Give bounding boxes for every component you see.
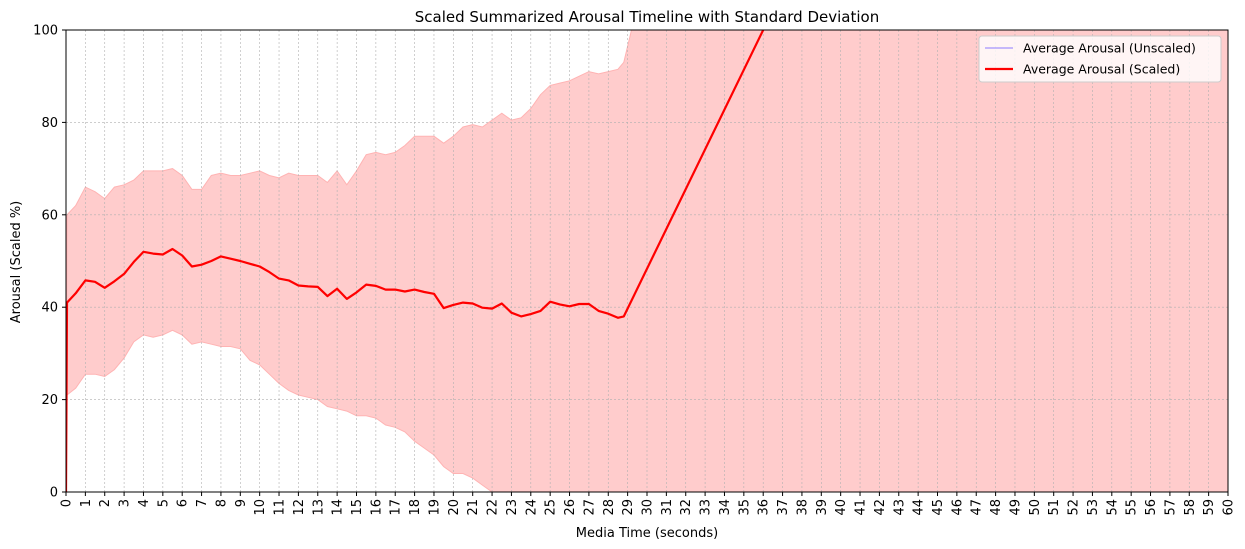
x-tick-label: 35	[737, 499, 752, 516]
y-tick-label: 40	[41, 301, 58, 316]
y-tick-label: 20	[41, 393, 58, 408]
y-axis-label: Arousal (Scaled %)	[9, 201, 24, 323]
x-tick-label: 60	[1222, 499, 1237, 516]
x-tick-label: 27	[582, 499, 597, 516]
x-tick-label: 43	[892, 499, 907, 516]
x-tick-label: 36	[757, 499, 772, 516]
legend: Average Arousal (Unscaled) Average Arousa…	[978, 35, 1222, 83]
x-tick-label: 18	[408, 499, 423, 516]
x-tick-label: 52	[1067, 499, 1082, 516]
x-tick-label: 24	[524, 499, 539, 516]
x-tick-label: 44	[912, 499, 927, 516]
x-tick-label: 47	[970, 499, 985, 516]
x-tick-label: 49	[1009, 499, 1024, 516]
x-tick-label: 12	[292, 499, 307, 516]
chart-title: Scaled Summarized Arousal Timeline with …	[415, 8, 879, 26]
x-tick-label: 16	[369, 499, 384, 516]
y-tick-label: 100	[33, 24, 58, 39]
plot-area: 0 1 2 3 4 5 6 7 8 9 10 11 12 13 14 15 16 17 18 19 20 21 22 23 24…	[33, 24, 1236, 516]
x-tick-label: 20	[447, 499, 462, 516]
x-tick-label: 34	[718, 499, 733, 516]
y-tick-label: 0	[50, 486, 58, 501]
x-tick-label: 4	[137, 499, 152, 507]
x-tick-label: 19	[428, 499, 443, 516]
x-axis-label: Media Time (seconds)	[576, 526, 718, 541]
x-tick-label: 21	[466, 499, 481, 516]
y-tick-label: 80	[41, 116, 58, 131]
legend-label: Average Arousal (Scaled)	[1023, 62, 1180, 77]
legend-box	[978, 35, 1222, 83]
x-tick-label: 17	[389, 499, 404, 516]
x-tick-label: 14	[331, 499, 346, 516]
series-line-1	[66, 30, 765, 492]
x-tick-label: 9	[234, 499, 249, 507]
x-tick-label: 30	[641, 499, 656, 516]
x-tick-label: 53	[1086, 499, 1101, 516]
x-tick-label: 13	[311, 499, 326, 516]
legend-label: Average Arousal (Unscaled)	[1023, 41, 1196, 56]
x-tick-label: 26	[563, 499, 578, 516]
x-tick-label: 58	[1183, 499, 1198, 516]
x-tick-label: 1	[79, 499, 94, 507]
x-tick-label: 41	[854, 499, 869, 516]
x-tick-label: 33	[699, 499, 714, 516]
x-tick-label: 39	[815, 499, 830, 516]
x-tick-label: 22	[486, 499, 501, 516]
x-tick-label: 23	[505, 499, 520, 516]
x-tick-label: 42	[873, 499, 888, 516]
x-tick-label: 0	[60, 499, 75, 507]
x-tick-label: 15	[350, 499, 365, 516]
x-tick-label: 50	[1028, 499, 1043, 516]
x-tick-label: 3	[118, 499, 133, 507]
y-tick-label: 60	[41, 208, 58, 223]
x-tick-label: 6	[176, 499, 191, 507]
x-tick-label: 46	[950, 499, 965, 516]
x-tick-label: 5	[156, 499, 171, 507]
x-tick-label: 25	[544, 499, 559, 516]
x-tick-label: 28	[602, 499, 617, 516]
x-tick-label: 7	[195, 499, 210, 507]
x-tick-label: 48	[989, 499, 1004, 516]
x-tick-label: 2	[98, 499, 113, 507]
x-tick-label: 54	[1105, 499, 1120, 516]
x-tick-label: 10	[253, 499, 268, 516]
x-tick-label: 40	[834, 499, 849, 516]
x-tick-label: 29	[621, 499, 636, 516]
x-tick-label: 55	[1125, 499, 1140, 516]
x-tick-label: 51	[1047, 499, 1062, 516]
std-band	[66, 30, 1228, 492]
x-tick-label: 31	[660, 499, 675, 516]
x-tick-label: 32	[679, 499, 694, 516]
x-tick-label: 8	[214, 499, 229, 507]
x-tick-label: 59	[1202, 499, 1217, 516]
x-tick-label: 56	[1144, 499, 1159, 516]
x-tick-label: 11	[273, 499, 288, 516]
x-tick-label: 45	[931, 499, 946, 516]
x-tick-label: 38	[795, 499, 810, 516]
x-tick-label: 57	[1163, 499, 1178, 516]
x-tick-label: 37	[776, 499, 791, 516]
